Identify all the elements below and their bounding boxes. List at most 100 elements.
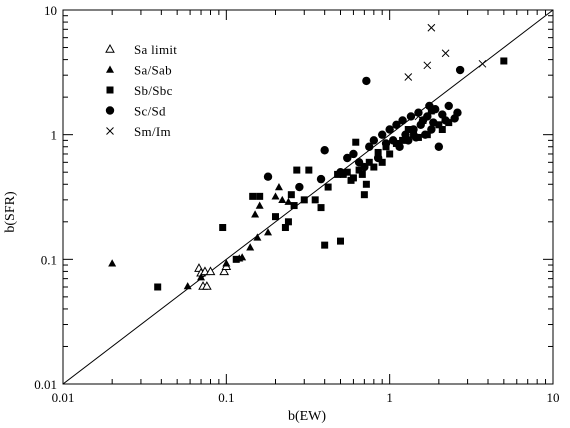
data-point-sa-limit (219, 266, 230, 276)
data-point-sa-sab (251, 210, 260, 218)
cross-stroke (106, 127, 114, 135)
data-point-sc-sd (369, 136, 379, 145)
data-point-sm-im (441, 49, 450, 58)
data-point-sb-sbc (311, 196, 319, 204)
data-point-sc-sd (316, 174, 326, 184)
cross-stroke (404, 73, 413, 81)
legend: Sa limit Sa/Sab Sb/Sbc Sc/Sd Sm/Im (105, 42, 177, 139)
data-point-sb-sbc (392, 139, 400, 147)
data-point-sa-sab (246, 243, 255, 251)
data-point-sb-sbc (500, 57, 508, 65)
data-point-sa-sab (222, 259, 231, 267)
data-point-sb-sbc (249, 192, 257, 200)
x-axis-label: b(EW) (288, 409, 326, 424)
y-axis-label: b(SFR) (3, 191, 18, 233)
data-point-sm-im (427, 23, 436, 32)
data-point-sm-im (478, 59, 487, 68)
legend-marker-sa-limit (105, 43, 115, 53)
data-point-sc-sd (385, 125, 394, 134)
data-point-sc-sd (392, 120, 401, 129)
data-point-sa-sab (253, 233, 262, 241)
data-point-sb-sbc (232, 255, 240, 263)
data-point-sb-sbc (305, 166, 313, 174)
data-point-sa-sab (274, 183, 283, 191)
data-point-sb-sbc (290, 202, 298, 210)
data-point-sb-sbc (336, 237, 344, 245)
y-tick-label: 1 (51, 128, 58, 143)
legend-marker-sb-sbc (106, 86, 114, 94)
data-point-sc-sd (360, 162, 369, 172)
data-point-sb-sbc (321, 241, 329, 249)
data-point-sb-sbc (365, 158, 373, 166)
data-point-sa-limit (205, 266, 216, 276)
data-point-sc-sd (295, 182, 304, 192)
data-point-sb-sbc (370, 163, 378, 171)
data-point-sb-sbc (324, 183, 332, 191)
data-point-sc-sd (381, 139, 391, 148)
data-point-sb-sbc (300, 196, 308, 204)
data-point-sc-sd (430, 105, 440, 114)
data-point-sb-sbc (358, 170, 366, 178)
data-point-sb-sbc (272, 213, 280, 221)
data-point-sc-sd (406, 112, 416, 121)
data-point-sm-im (404, 73, 413, 81)
data-point-sb-sbc (287, 191, 295, 199)
data-point-sc-sd (388, 136, 398, 145)
data-point-sc-sd (336, 167, 345, 177)
data-point-sc-sd (404, 136, 413, 145)
legend-label-sa-sab: Sa/Sab (134, 63, 172, 78)
reference-line-layer (62, 9, 554, 385)
y-tick-label: 0.1 (41, 252, 57, 267)
data-point-sb-sbc (404, 126, 412, 134)
data-point-sb-sbc (343, 168, 351, 176)
data-point-sc-sd (377, 130, 387, 139)
data-point-sc-sd (420, 130, 430, 139)
y-tick-label: 0.01 (34, 377, 57, 392)
ticks-layer (62, 10, 553, 385)
data-point-sb-sbc (378, 158, 386, 166)
cross-stroke (441, 49, 450, 58)
data-point-sb-sbc (427, 107, 435, 115)
data-point-sb-sbc (386, 150, 394, 158)
data-point-sb-sbc (256, 192, 264, 200)
data-point-sc-sd (373, 153, 383, 163)
data-point-sb-sbc (352, 138, 360, 146)
data-point-sb-sbc (154, 283, 162, 291)
data-point-sa-sab (108, 259, 117, 267)
data-point-sc-sd (444, 101, 453, 111)
data-point-sa-sab (255, 201, 264, 209)
legend-marker-sc-sd (105, 106, 115, 115)
data-point-sc-sd (365, 142, 374, 151)
data-point-sc-sd (398, 116, 407, 125)
data-point-sc-sd (320, 146, 329, 155)
data-point-sm-im (414, 112, 423, 121)
data-points-layer (108, 23, 508, 291)
cross-stroke (414, 112, 423, 121)
legend-label-sc-sd: Sc/Sd (134, 104, 166, 119)
data-point-sb-sbc (281, 224, 289, 232)
data-point-sc-sd (411, 133, 421, 142)
data-point-sc-sd (429, 118, 438, 127)
legend-label-sb-sbc: Sb/Sbc (134, 83, 173, 98)
x-tick-label: 0.01 (52, 390, 75, 405)
data-point-sa-sab (238, 253, 247, 261)
data-point-sa-sab (197, 273, 206, 281)
plot-border (62, 9, 554, 385)
data-point-sb-sbc (438, 126, 446, 134)
plot-frame (62, 9, 554, 385)
data-point-sc-sd (343, 153, 352, 163)
data-point-sb-sbc (360, 191, 368, 199)
data-point-sa-sab (264, 228, 273, 236)
data-point-sc-sd (427, 125, 436, 134)
data-point-sc-sd (455, 65, 465, 75)
legend-marker-sa-sab (106, 65, 114, 73)
data-point-sb-sbc (399, 136, 407, 144)
data-point-sc-sd (395, 142, 404, 151)
data-point-sa-sab (284, 197, 293, 205)
cross-stroke (478, 59, 487, 68)
x-tick-label: 10 (547, 390, 560, 405)
data-point-sb-sbc (435, 121, 443, 129)
tick-labels-layer: 0.01 0.1 1 10 0.01 0.1 1 10 (34, 3, 559, 405)
y-tick-label: 10 (44, 3, 57, 18)
